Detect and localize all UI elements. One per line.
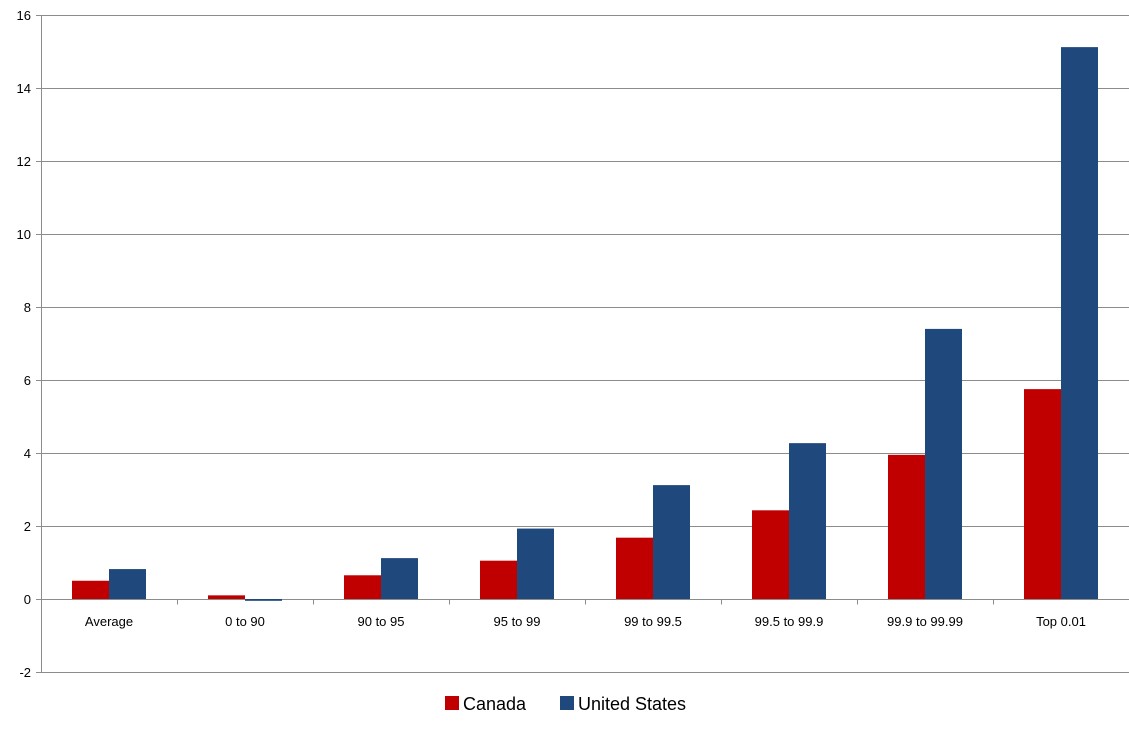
bar-canada xyxy=(72,580,109,599)
bars xyxy=(72,47,1098,601)
y-tick-label: 8 xyxy=(24,300,31,315)
bar-canada xyxy=(616,537,653,599)
x-tick-label: 99.5 to 99.9 xyxy=(755,614,824,629)
x-tick-label: Average xyxy=(85,614,133,629)
y-tick-label: 2 xyxy=(24,519,31,534)
y-tick-label: 12 xyxy=(17,154,31,169)
x-tick-label: 95 to 99 xyxy=(494,614,541,629)
y-tick-label: 10 xyxy=(17,227,31,242)
bar-united-states xyxy=(109,569,146,599)
x-tick-label: Top 0.01 xyxy=(1036,614,1086,629)
bar-united-states xyxy=(1061,47,1098,600)
bar-united-states xyxy=(653,485,690,599)
legend-swatch xyxy=(445,696,459,710)
bar-canada xyxy=(888,454,925,599)
axis-labels: -2 0 2 4 6 8 10 12 14 16 Average 0 to 90 90 to 95 95 … xyxy=(17,8,1086,680)
y-tick-label: -2 xyxy=(19,665,31,680)
bar-united-states xyxy=(925,328,962,599)
x-tick-label: 99.9 to 99.99 xyxy=(887,614,963,629)
bar-united-states xyxy=(789,443,826,599)
y-tick-label: 0 xyxy=(24,592,31,607)
legend-label: Canada xyxy=(463,694,527,714)
legend-label: United States xyxy=(578,694,686,714)
x-tick-label: 0 to 90 xyxy=(225,614,265,629)
bar-united-states xyxy=(517,528,554,599)
axes xyxy=(36,15,1129,673)
legend-swatch xyxy=(560,696,574,710)
bar-united-states xyxy=(381,558,418,599)
x-tick-label: 90 to 95 xyxy=(358,614,405,629)
y-tick-label: 14 xyxy=(17,81,31,96)
y-tick-label: 16 xyxy=(17,8,31,23)
bar-canada xyxy=(1024,389,1061,599)
legend: Canada United States xyxy=(445,694,686,714)
y-tick-label: 4 xyxy=(24,446,31,461)
bar-canada xyxy=(752,510,789,599)
bar-canada xyxy=(208,595,245,599)
gridlines xyxy=(41,15,1129,673)
bar-canada xyxy=(480,560,517,599)
bar-canada xyxy=(344,575,381,599)
bar-united-states xyxy=(245,599,282,601)
x-tick-label: 99 to 99.5 xyxy=(624,614,682,629)
y-tick-label: 6 xyxy=(24,373,31,388)
